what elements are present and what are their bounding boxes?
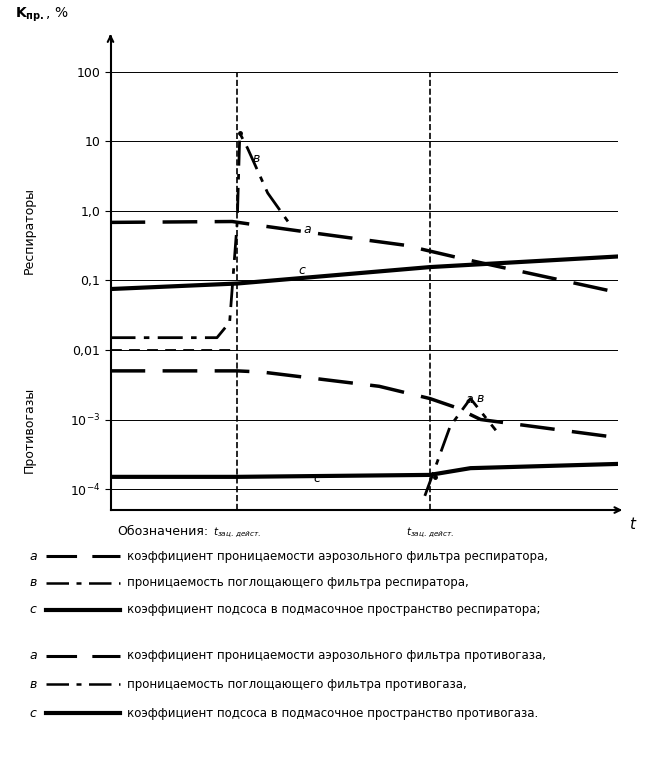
Text: проницаемость поглощающего фильтра противогаза,: проницаемость поглощающего фильтра проти… [127, 678, 467, 690]
Text: $a$: $a$ [465, 393, 474, 407]
Text: $\mathbf{K}_{\mathbf{пр.}}$, %: $\mathbf{K}_{\mathbf{пр.}}$, % [15, 6, 69, 25]
Text: $в$: $в$ [476, 392, 484, 405]
Text: $c$: $c$ [298, 264, 307, 277]
Text: $a$: $a$ [29, 550, 38, 562]
Text: Противогазы: Противогазы [23, 387, 36, 472]
Text: коэффициент проницаемости аэрозольного фильтра респиратора,: коэффициент проницаемости аэрозольного ф… [127, 550, 548, 562]
Text: $c$: $c$ [313, 472, 322, 486]
Text: $в$: $в$ [29, 678, 38, 690]
Text: $c$: $c$ [29, 707, 38, 719]
Text: коэффициент проницаемости аэрозольного фильтра противогаза,: коэффициент проницаемости аэрозольного ф… [127, 650, 546, 662]
Text: $c$: $c$ [29, 604, 38, 616]
Text: Респираторы: Респираторы [23, 186, 36, 274]
Text: коэффициент подсоса в подмасочное пространство противогаза.: коэффициент подсоса в подмасочное простр… [127, 707, 538, 719]
Text: коэффициент подсоса в подмасочное пространство респиратора;: коэффициент подсоса в подмасочное простр… [127, 604, 540, 616]
Text: $в$: $в$ [29, 577, 38, 589]
Text: $t_{\mathit{зац.\,дейст.}}$: $t_{\mathit{зац.\,дейст.}}$ [406, 525, 454, 540]
Text: $t_{\mathit{зац.\,дейст.}}$: $t_{\mathit{зац.\,дейст.}}$ [213, 525, 261, 540]
Text: $a$: $a$ [29, 650, 38, 662]
Text: $t$: $t$ [629, 515, 637, 532]
Text: $a$: $a$ [303, 223, 312, 236]
Text: $в$: $в$ [252, 152, 261, 165]
Text: Обозначения:: Обозначения: [117, 525, 208, 538]
Text: проницаемость поглощающего фильтра респиратора,: проницаемость поглощающего фильтра респи… [127, 577, 469, 589]
